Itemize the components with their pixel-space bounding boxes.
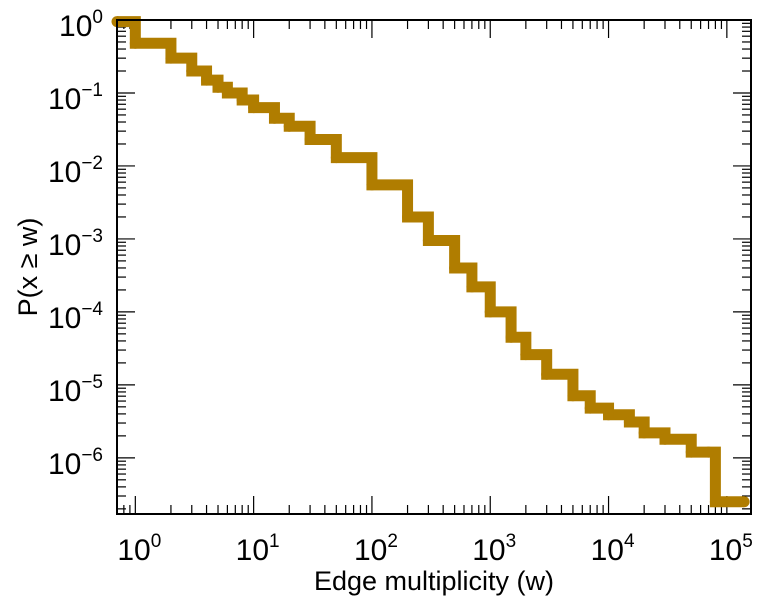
data-point: [236, 94, 248, 106]
x-tick-label: 101: [236, 531, 280, 567]
y-tick-label: 100: [59, 7, 103, 43]
y-axis-label: P(x ≥ w): [13, 218, 43, 317]
data-point: [703, 446, 715, 458]
data-point: [268, 112, 280, 124]
x-tick-label: 103: [472, 531, 516, 567]
data-point: [484, 306, 496, 318]
data-point: [186, 65, 198, 77]
data-point: [283, 120, 295, 132]
data-point: [685, 446, 697, 458]
data-point: [466, 281, 478, 293]
data-point: [505, 331, 517, 343]
y-tick-label: 10−1: [48, 80, 103, 116]
y-tick-label: 10−3: [48, 226, 103, 262]
data-point: [248, 102, 260, 114]
data-point: [201, 74, 213, 86]
curve-layer: [111, 16, 750, 508]
y-tick-label: 10−5: [48, 372, 103, 408]
data-point: [603, 409, 615, 421]
x-axis-label: Edge multiplicity (w): [314, 566, 554, 596]
data-point: [567, 390, 579, 402]
data-point: [638, 427, 650, 439]
data-point: [212, 81, 224, 93]
data-point: [165, 52, 177, 64]
tick-labels: 100 101 102 103 104 105 100 10−1 10−2 10−3 10−4 10−…: [48, 7, 753, 567]
data-point: [330, 152, 342, 164]
data-point: [221, 87, 233, 99]
data-point: [402, 211, 414, 223]
y-tick-label: 10−2: [48, 153, 103, 189]
data-point: [738, 496, 750, 508]
x-tick-label: 104: [591, 531, 635, 567]
ccdf-curve: [117, 16, 745, 508]
data-point: [709, 496, 721, 508]
data-point: [366, 179, 378, 191]
data-point: [623, 416, 635, 428]
plot-frame: [116, 19, 752, 515]
data-point: [449, 262, 461, 274]
data-point: [520, 349, 532, 361]
x-tick-label: 100: [117, 531, 161, 567]
y-tick-label: 10−6: [48, 445, 103, 481]
data-point: [584, 402, 596, 414]
data-point: [129, 37, 141, 49]
data-point: [659, 433, 671, 445]
tick-marks: [116, 19, 751, 514]
x-tick-label: 102: [354, 531, 398, 567]
data-point: [304, 134, 316, 146]
data-point: [422, 235, 434, 247]
x-tick-label: 105: [709, 531, 753, 567]
data-point: [541, 368, 553, 380]
y-tick-label: 10−4: [48, 299, 103, 335]
